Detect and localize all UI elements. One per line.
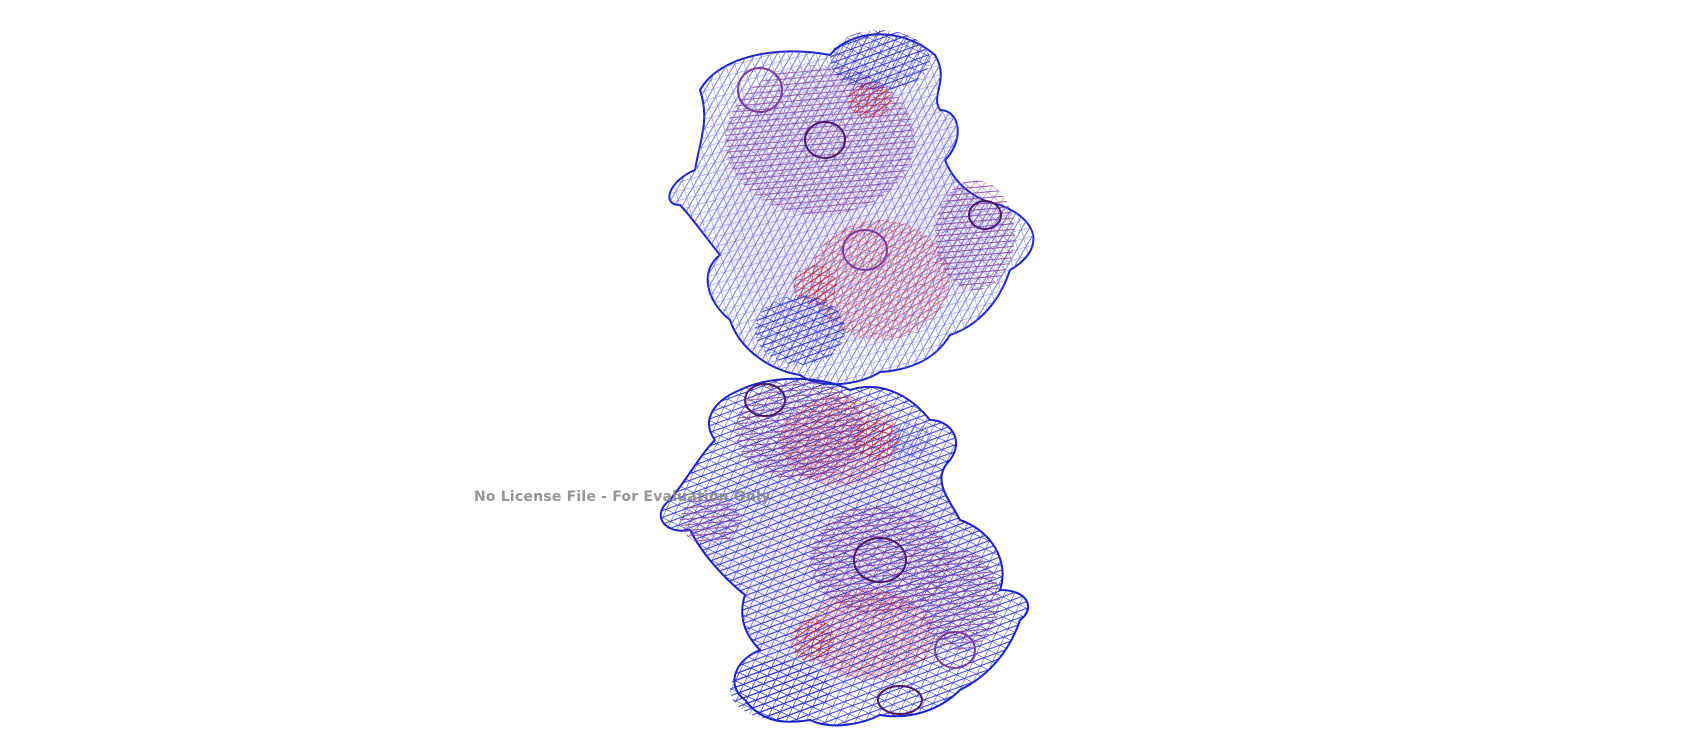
upper-lobe [668, 30, 1035, 386]
lower-lobe [659, 377, 1030, 727]
license-watermark: No License File - For Evaluation Only [474, 489, 771, 505]
